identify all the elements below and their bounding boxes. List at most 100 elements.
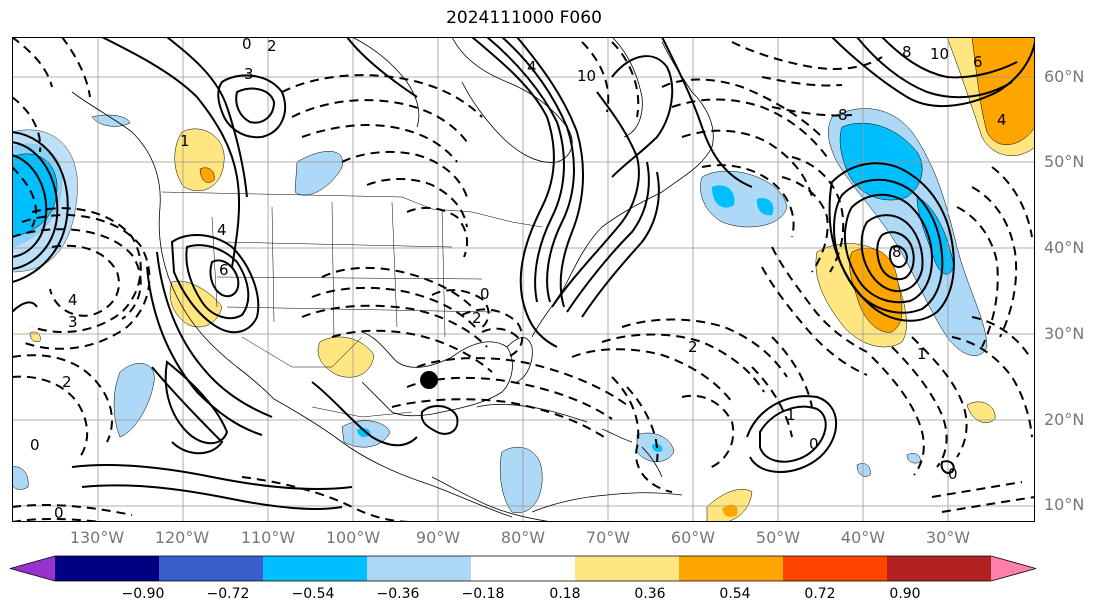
map-panel: 0 2 3 1 4 6 10 8 2 0 4 3 2 1 0 6 8 4 2 0… <box>12 37 1035 522</box>
coast-arctic <box>351 37 420 128</box>
lon-label-130w: 130°W <box>69 528 125 547</box>
shaded-anomalies <box>12 37 1035 522</box>
lon-label-80w: 80°W <box>500 528 546 547</box>
coastlines <box>71 37 714 522</box>
coast-central-america <box>431 476 553 522</box>
colorbar-segment <box>783 556 888 581</box>
lon-label-90w: 90°W <box>415 528 461 547</box>
colorbar-tick: −0.36 <box>376 586 420 602</box>
coast-south-america <box>531 492 683 513</box>
lat-label-10n: 10°N <box>1044 495 1085 514</box>
colorbar-tick: 0.72 <box>804 586 836 602</box>
map-frame <box>12 37 1035 522</box>
contour-label: 0 <box>242 37 252 53</box>
lon-label-60w: 60°W <box>670 528 716 547</box>
colorbar-tick: 0.18 <box>549 586 581 602</box>
anomaly-lightblue-montana <box>294 151 343 196</box>
storm-center-marker <box>420 371 438 389</box>
colorbar-tick: −0.18 <box>461 586 505 602</box>
contour-label: 8 <box>892 243 902 261</box>
anomaly-orange-ne-atlantic <box>971 37 1035 145</box>
lon-label-50w: 50°W <box>755 528 801 547</box>
contour-label: 4 <box>217 221 227 239</box>
colorbar-extend-min <box>10 556 55 581</box>
colorbar <box>10 555 1036 582</box>
contour-label: 0 <box>809 435 819 453</box>
lon-label-110w: 110°W <box>240 528 296 547</box>
contour-label: 0 <box>54 504 64 522</box>
coast-mexico-west <box>273 398 513 518</box>
colorbar-segment <box>263 556 368 581</box>
contour-label: 10 <box>577 67 596 85</box>
contour-label: 8 <box>838 106 848 124</box>
colorbar-tick: 0.54 <box>719 586 751 602</box>
coast-east-coast <box>531 191 663 338</box>
anomaly-orange-bc <box>199 167 215 183</box>
contour-label: 2 <box>267 37 277 55</box>
lon-label-40w: 40°W <box>840 528 886 547</box>
lat-label-50n: 50°N <box>1044 152 1085 171</box>
coast-greenland <box>611 37 643 138</box>
colorbar-segment <box>471 556 576 581</box>
colorbar-segment <box>887 556 992 581</box>
colorbar-segment <box>575 556 680 581</box>
anomaly-yellow-texas <box>317 336 375 378</box>
anomaly-lightblue-sm2 <box>906 453 921 464</box>
contour-label: 6 <box>219 261 229 279</box>
lon-label-100w: 100°W <box>325 528 381 547</box>
anomaly-blue-atlantic2 <box>916 196 955 275</box>
map-title: 2024111000 F060 <box>446 8 602 28</box>
contour-label: 2 <box>62 373 72 391</box>
contour-label: 3 <box>68 313 78 331</box>
colorbar-tick: −0.54 <box>291 586 335 602</box>
lon-label-30w: 30°W <box>925 528 971 547</box>
lat-label-30n: 30°N <box>1044 324 1085 343</box>
contour-label: 1 <box>180 132 190 150</box>
lat-label-40n: 40°N <box>1044 238 1085 257</box>
contour-label: 6 <box>973 53 983 71</box>
colorbar-segment <box>679 556 784 581</box>
contour-labels: 0 2 3 1 4 6 10 8 2 0 4 3 2 1 0 6 8 4 2 0… <box>30 37 1007 522</box>
anomaly-lightblue-newfoundland <box>700 170 788 228</box>
contour-label: 4 <box>527 58 537 76</box>
contour-label: 4 <box>68 291 78 309</box>
coast-florida <box>506 337 533 383</box>
contour-label: 2 <box>688 338 698 356</box>
colorbar-extend-max <box>991 556 1036 581</box>
anomaly-lightblue-pacific-south <box>113 363 155 438</box>
anomaly-blue-mexico <box>357 428 371 438</box>
anomaly-lightblue-caribbean <box>499 446 543 514</box>
solid-contours <box>12 37 1035 511</box>
contour-label: 0 <box>948 465 958 483</box>
colorbar-tick: 0.90 <box>889 586 921 602</box>
contour-label: 0 <box>480 285 490 303</box>
coast-gulf <box>361 331 513 417</box>
colorbar-segment <box>55 556 160 581</box>
contour-label: 2 <box>472 309 482 327</box>
colorbar-segment <box>367 556 472 581</box>
contour-label: 0 <box>30 436 40 454</box>
anomaly-orange-south-atl <box>722 504 738 517</box>
anomaly-blue-newfoundland <box>712 185 735 208</box>
contour-label: 8 <box>902 43 912 61</box>
dashed-contours <box>12 37 1035 522</box>
colorbar-outline <box>10 555 1036 582</box>
anomaly-blue-newfoundland2 <box>756 197 774 216</box>
colorbar-segment <box>159 556 264 581</box>
lon-label-120w: 120°W <box>154 528 210 547</box>
contour-label: 4 <box>997 111 1007 129</box>
anomaly-lightblue-sm3 <box>12 466 29 490</box>
contour-label: 1 <box>786 406 796 424</box>
colorbar-tick: −0.90 <box>121 586 165 602</box>
contour-label: 1 <box>917 345 927 363</box>
lat-label-60n: 60°N <box>1044 67 1085 86</box>
colorbar-tick: 0.36 <box>634 586 666 602</box>
coast-canada-east <box>661 41 714 193</box>
anomaly-yellow-sm <box>29 331 41 342</box>
lat-label-20n: 20°N <box>1044 410 1085 429</box>
anomaly-lightblue-sm1 <box>856 463 871 477</box>
contour-label: 3 <box>244 65 254 83</box>
coast-north-america-west <box>71 91 275 400</box>
contour-label: 10 <box>930 45 949 63</box>
colorbar-tick: −0.72 <box>206 586 250 602</box>
